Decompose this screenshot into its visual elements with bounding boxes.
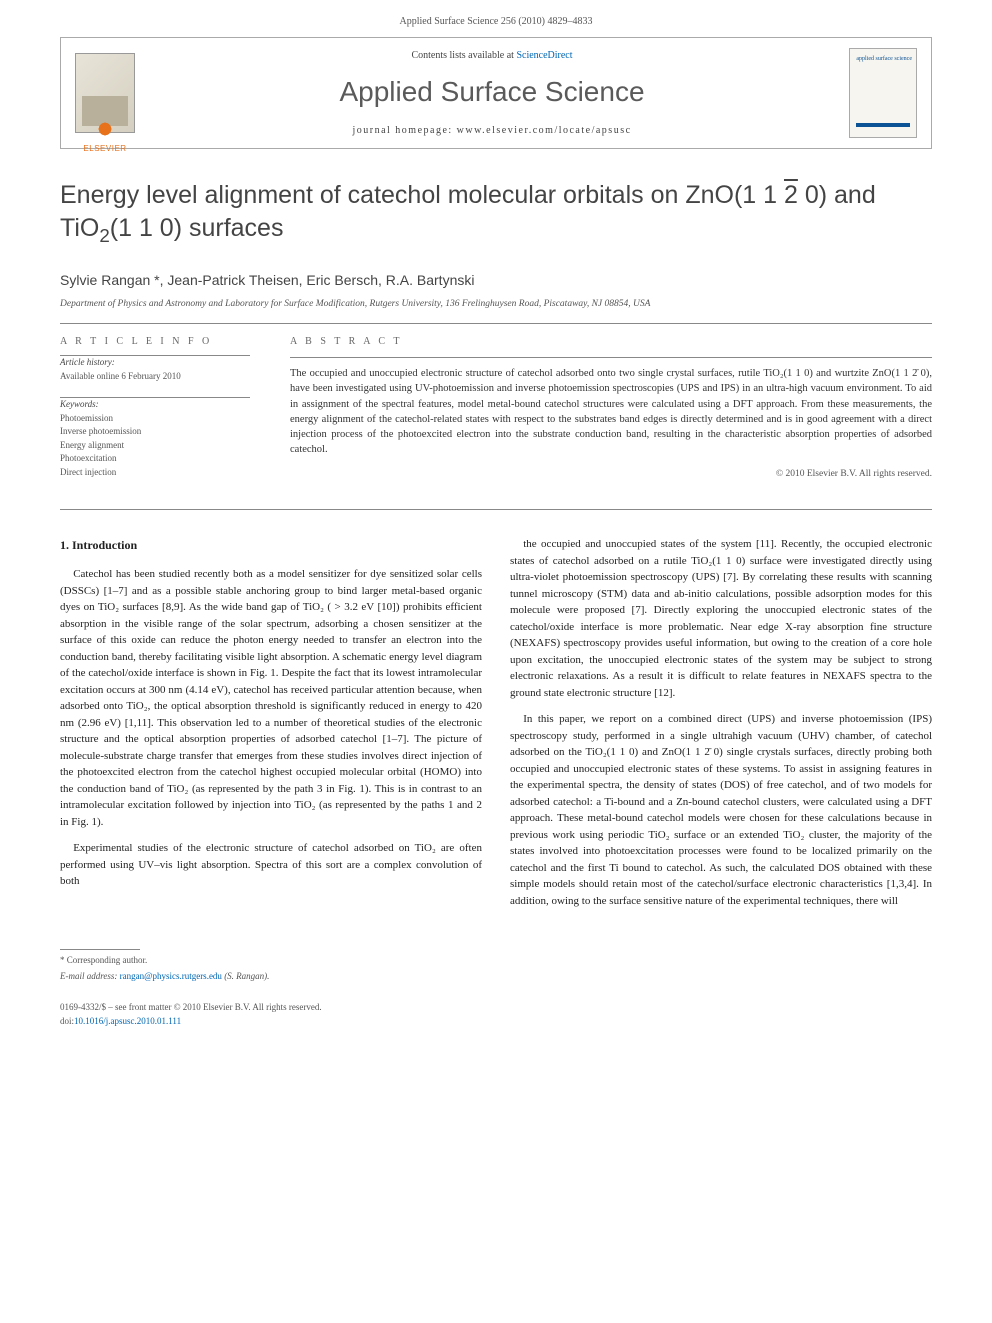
keyword-item: Inverse photoemission: [60, 425, 250, 439]
article-history-label: Article history:: [60, 356, 250, 370]
elsevier-tree-icon: [95, 121, 115, 141]
journal-masthead: ELSEVIER Contents lists available at Sci…: [60, 37, 932, 149]
doi-label: doi:: [60, 1016, 74, 1026]
body-paragraph: Catechol has been studied recently both …: [60, 566, 482, 830]
keyword-item: Energy alignment: [60, 439, 250, 453]
keyword-item: Photoemission: [60, 412, 250, 426]
copyright-line: © 2010 Elsevier B.V. All rights reserved…: [290, 467, 932, 481]
authors: Sylvie Rangan *, Jean-Patrick Theisen, E…: [60, 270, 932, 291]
abstract-heading: A B S T R A C T: [290, 334, 932, 349]
section-heading-introduction: 1. Introduction: [60, 536, 482, 554]
running-header: Applied Surface Science 256 (2010) 4829–…: [0, 0, 992, 37]
footnote-block: * Corresponding author. E-mail address: …: [60, 949, 932, 983]
journal-homepage: journal homepage: www.elsevier.com/locat…: [151, 123, 833, 138]
sciencedirect-link[interactable]: ScienceDirect: [516, 50, 572, 61]
body-column-left: 1. Introduction Catechol has been studie…: [60, 536, 482, 919]
doi-link[interactable]: 10.1016/j.apsusc.2010.01.111: [74, 1016, 181, 1026]
body-column-right: the occupied and unoccupied states of th…: [510, 536, 932, 919]
journal-name: Applied Surface Science: [151, 71, 833, 113]
body-paragraph: In this paper, we report on a combined d…: [510, 711, 932, 909]
article-title: Energy level alignment of catechol molec…: [60, 179, 932, 248]
email-line: E-mail address: rangan@physics.rutgers.e…: [60, 970, 932, 984]
keywords-label: Keywords:: [60, 398, 250, 412]
abstract-text: The occupied and unoccupied electronic s…: [290, 366, 932, 457]
affiliation: Department of Physics and Astronomy and …: [60, 297, 932, 311]
email-link[interactable]: rangan@physics.rutgers.edu: [120, 971, 222, 981]
front-matter: 0169-4332/$ – see front matter © 2010 El…: [60, 1001, 322, 1015]
bottom-meta: 0169-4332/$ – see front matter © 2010 El…: [60, 1001, 932, 1028]
journal-cover-image: applied surface science: [849, 48, 917, 138]
keyword-item: Photoexcitation: [60, 452, 250, 466]
body-paragraph: the occupied and unoccupied states of th…: [510, 536, 932, 701]
corresponding-author: * Corresponding author.: [60, 954, 932, 968]
article-history: Available online 6 February 2010: [60, 370, 250, 384]
article-info-heading: A R T I C L E I N F O: [60, 334, 250, 349]
elsevier-logo: ELSEVIER: [75, 121, 135, 155]
info-abstract-block: A R T I C L E I N F O Article history: A…: [60, 323, 932, 510]
contents-available-line: Contents lists available at ScienceDirec…: [151, 48, 833, 63]
keyword-item: Direct injection: [60, 466, 250, 480]
body-paragraph: Experimental studies of the electronic s…: [60, 840, 482, 890]
